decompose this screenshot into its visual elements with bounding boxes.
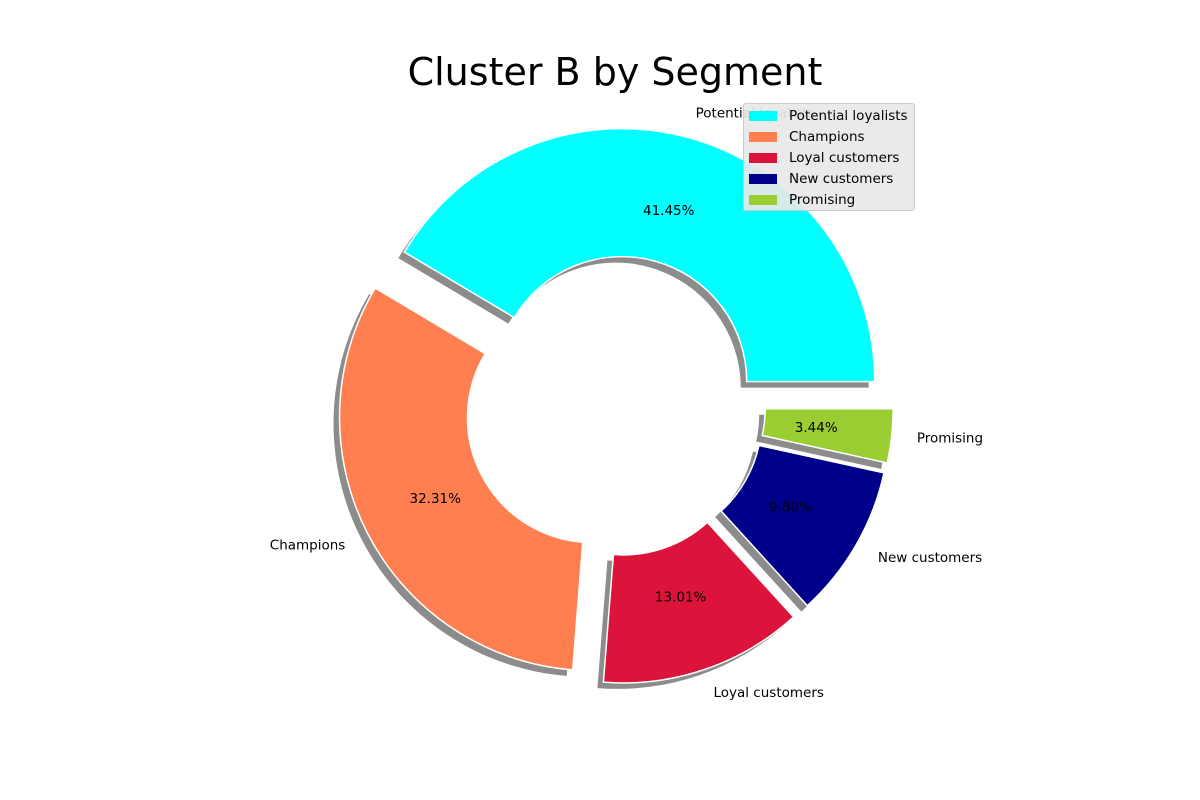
legend-label: Promising	[789, 192, 855, 208]
slice-label-new-customers: New customers	[878, 550, 982, 566]
percent-label-loyal-customers: 13.01%	[655, 589, 707, 605]
legend-label: Potential loyalists	[789, 108, 908, 124]
legend-swatch	[749, 153, 777, 163]
legend-swatch	[749, 195, 777, 205]
slices	[340, 129, 894, 683]
legend-label: New customers	[789, 171, 893, 187]
percent-label-potential-loyalists: 41.45%	[643, 203, 695, 219]
percent-label-new-customers: 9.80%	[769, 499, 812, 515]
slice-label-promising: Promising	[917, 431, 983, 447]
slice-champions	[340, 288, 583, 670]
slice-label-loyal-customers: Loyal customers	[713, 685, 823, 701]
legend-item-potential-loyalists: Potential loyalists	[749, 106, 908, 126]
legend-item-loyal-customers: Loyal customers	[749, 148, 899, 168]
percent-label-champions: 32.31%	[409, 491, 461, 507]
legend-swatch	[749, 132, 777, 142]
legend-item-champions: Champions	[749, 127, 865, 147]
legend-item-new-customers: New customers	[749, 169, 893, 189]
legend-swatch	[749, 111, 777, 121]
legend-swatch	[749, 174, 777, 184]
percent-label-promising: 3.44%	[795, 420, 838, 436]
legend-label: Loyal customers	[789, 150, 899, 166]
legend-label: Champions	[789, 129, 865, 145]
legend: Potential loyalists Champions Loyal cust…	[743, 103, 915, 211]
slice-label-champions: Champions	[270, 538, 346, 554]
legend-item-promising: Promising	[749, 190, 855, 210]
